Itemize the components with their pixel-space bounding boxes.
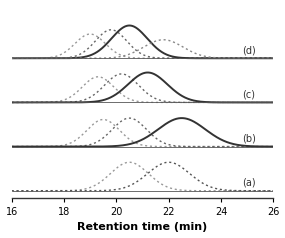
Text: (d): (d) <box>242 45 256 55</box>
X-axis label: Retention time (min): Retention time (min) <box>77 223 207 233</box>
Text: (c): (c) <box>242 89 255 99</box>
Text: (a): (a) <box>242 178 255 188</box>
Text: (b): (b) <box>242 134 256 144</box>
